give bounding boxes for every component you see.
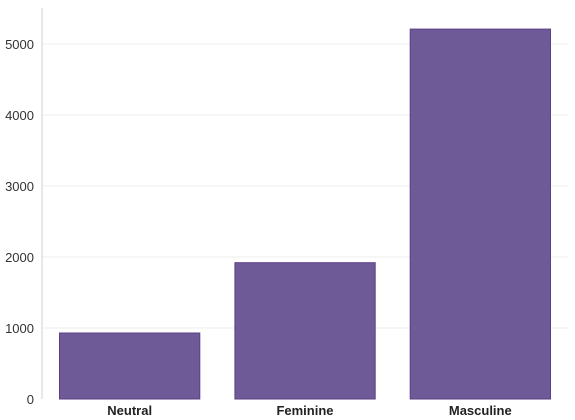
bar-masculine <box>409 28 552 400</box>
x-tick-label: Neutral <box>107 403 152 418</box>
y-tick-label: 1000 <box>5 321 34 336</box>
x-tick-label: Feminine <box>276 403 333 418</box>
x-tick-labels: Neutral Feminine Masculine <box>107 403 511 418</box>
y-tick-label: 3000 <box>5 179 34 194</box>
bar-neutral <box>59 332 201 400</box>
y-tick-label: 5000 <box>5 37 34 52</box>
x-tick-label: Masculine <box>449 403 512 418</box>
y-tick-label: 2000 <box>5 250 34 265</box>
y-tick-label: 0 <box>27 392 34 407</box>
y-tick-label: 4000 <box>5 108 34 123</box>
bar-feminine <box>234 262 376 400</box>
bars <box>59 28 552 400</box>
y-tick-labels: 0 1000 2000 3000 4000 5000 <box>5 37 34 407</box>
